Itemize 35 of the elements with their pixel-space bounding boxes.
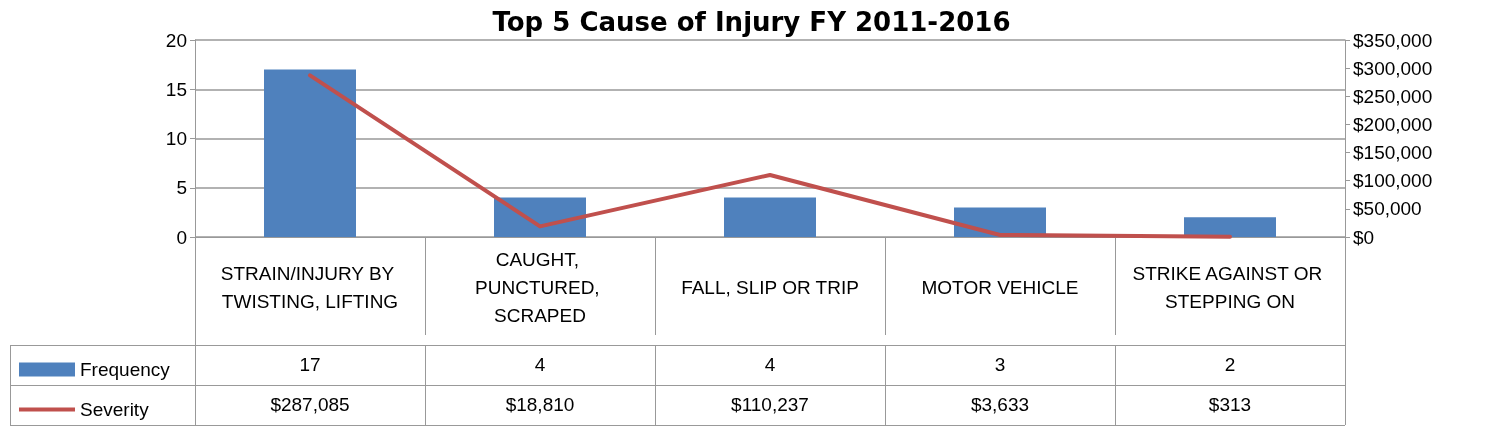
bar: [724, 197, 816, 237]
x-tick-label: CAUGHT, PUNCTURED, SCRAPED: [475, 248, 605, 326]
x-tick-label: STRAIN/INJURY BY TWISTING, LIFTING: [220, 262, 400, 312]
data-label: 4: [763, 353, 777, 377]
data-label: $287,085: [269, 393, 351, 417]
bar: [264, 69, 356, 237]
y2-tick-label: $300,000: [1353, 57, 1433, 79]
data-label: $18,810: [504, 393, 576, 417]
data-label: 4: [533, 353, 547, 377]
y-tick-label: 0: [176, 226, 187, 248]
y2-tick-label: $50,000: [1353, 198, 1422, 220]
data-label: $313: [1207, 393, 1253, 417]
line-series: [308, 73, 1232, 239]
y-tick-label: 15: [165, 78, 187, 100]
legend-label: Frequency: [80, 359, 171, 380]
y2-tick-label: $0: [1353, 226, 1375, 248]
x-tick-label: FALL, SLIP OR TRIP: [681, 276, 859, 298]
x-tick-label: STRIKE AGAINST OR STEPPING ON: [1132, 262, 1328, 312]
data-label: 17: [298, 353, 322, 377]
y-tick-label: 10: [165, 128, 187, 149]
y2-tick-label: $350,000: [1353, 29, 1433, 51]
chart-title: Top 5 Cause of Injury FY 2011-2016: [492, 7, 1011, 37]
y2-tick-label: $200,000: [1353, 113, 1433, 135]
x-tick-label: MOTOR VEHICLE: [921, 276, 1079, 298]
bar: [1184, 217, 1276, 237]
y2-tick-label: $150,000: [1353, 142, 1433, 164]
y-tick-label: 20: [165, 29, 187, 51]
legend-label: Severity: [80, 399, 150, 420]
y2-tick-label: $250,000: [1353, 85, 1433, 107]
y2-tick-label: $100,000: [1353, 170, 1433, 192]
data-label: 3: [993, 353, 1007, 377]
data-label: $110,237: [730, 393, 810, 417]
data-label: 2: [1223, 353, 1237, 377]
y-tick-label: 5: [176, 177, 187, 199]
data-label: $3,633: [969, 393, 1031, 417]
